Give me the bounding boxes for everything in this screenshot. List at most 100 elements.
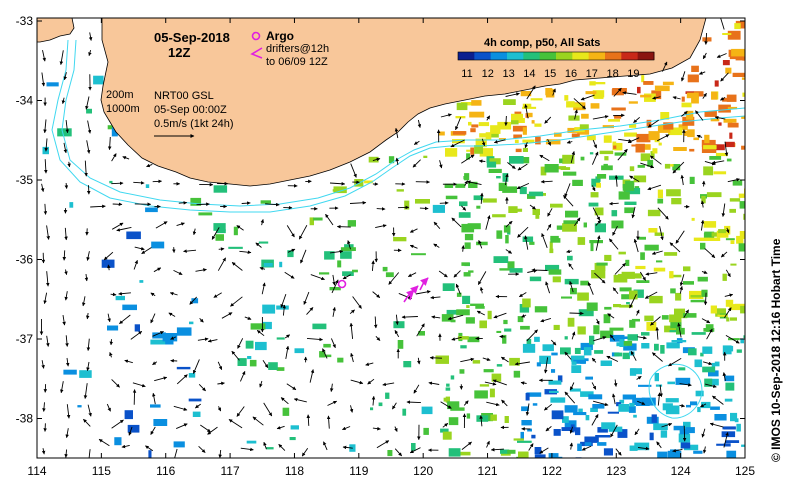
sst-pixel: [512, 125, 527, 132]
sst-pixel: [649, 432, 654, 441]
sst-pixel: [714, 80, 719, 87]
sst-pixel: [191, 298, 199, 304]
sst-pixel: [290, 425, 299, 430]
sst-pixel: [590, 103, 600, 109]
sst-pixel: [646, 119, 652, 128]
sst-pixel: [577, 326, 586, 335]
x-tick-label: 117: [221, 464, 240, 478]
sst-pixel: [730, 263, 737, 266]
current-vector: [107, 313, 111, 323]
sst-pixel: [691, 65, 699, 72]
x-tick-label: 116: [156, 464, 175, 478]
current-vector: [349, 309, 355, 315]
sst-pixel: [686, 404, 691, 408]
current-vector: [372, 291, 381, 298]
sst-pixel: [115, 295, 125, 301]
sst-pixel: [503, 99, 516, 105]
current-vector: [218, 449, 222, 458]
sst-pixel: [448, 417, 459, 426]
sst-pixel: [601, 165, 613, 171]
sst-pixel: [378, 402, 383, 407]
current-vector: [563, 195, 574, 207]
current-vector: [680, 71, 686, 82]
sst-pixel: [468, 121, 472, 126]
sst-pixel: [596, 262, 608, 266]
current-vector: [429, 356, 443, 360]
colorbar-tick-label: 12: [482, 68, 494, 80]
colorbar-tick-label: 16: [565, 68, 577, 80]
current-vector: [661, 422, 673, 428]
sst-pixel: [613, 304, 621, 308]
sst-pixel: [388, 156, 395, 164]
sst-pixel: [701, 401, 711, 409]
current-vector: [409, 228, 418, 233]
sst-pixel: [710, 406, 720, 410]
sst-pixel: [730, 240, 735, 244]
sst-pixel: [725, 238, 735, 241]
sst-pixel: [461, 262, 470, 266]
current-vector: [376, 440, 390, 449]
current-vector: [612, 287, 619, 294]
current-vector: [60, 381, 64, 394]
sst-pixel: [561, 427, 576, 431]
colorbar-swatch: [637, 52, 655, 60]
sst-pixel: [573, 359, 586, 364]
current-vector: [168, 312, 176, 317]
current-vector: [98, 438, 110, 447]
sst-pixel: [569, 388, 581, 392]
current-vector: [373, 316, 378, 329]
sst-pixel: [637, 164, 645, 168]
current-vector: [440, 401, 452, 409]
current-vector: [41, 448, 46, 455]
sst-pixel: [572, 179, 583, 186]
current-vector: [569, 442, 574, 450]
current-vector: [479, 415, 483, 427]
current-vector: [709, 422, 724, 428]
current-vector: [516, 182, 530, 190]
sst-pixel: [455, 183, 466, 188]
current-vector: [86, 251, 90, 261]
current-vector: [569, 280, 574, 293]
sst-pixel: [712, 144, 725, 151]
current-vector: [150, 292, 156, 297]
sst-pixel: [732, 180, 743, 186]
sst-pixel: [729, 208, 736, 213]
sst-pixel: [609, 334, 625, 342]
sst-pixel: [468, 181, 478, 188]
sst-pixel: [564, 95, 569, 101]
sst-pixel: [726, 317, 730, 322]
sst-pixel: [153, 419, 168, 426]
sst-pixel: [534, 123, 542, 127]
y-tick-label: -35: [16, 173, 34, 187]
sst-pixel: [459, 369, 465, 374]
sst-pixel: [609, 327, 624, 331]
current-vector: [680, 174, 685, 186]
current-vector: [189, 296, 198, 305]
sst-pixel: [511, 113, 523, 122]
sst-pixel: [250, 323, 266, 330]
current-vector: [672, 161, 685, 174]
current-vector: [543, 357, 549, 374]
current-vector: [349, 200, 367, 205]
current-vector: [546, 223, 552, 231]
sst-pixel: [479, 133, 490, 138]
sst-pixel: [722, 60, 730, 66]
colorbar-swatch: [572, 52, 590, 60]
current-vector: [647, 184, 662, 191]
current-vector: [286, 225, 295, 238]
sst-pixel: [493, 256, 509, 263]
sst-pixel: [653, 267, 666, 272]
product-name: NRT00 GSL: [154, 90, 214, 102]
sst-pixel: [691, 217, 695, 221]
current-vector: [65, 120, 70, 134]
sst-pixel: [490, 414, 497, 421]
sst-pixel: [237, 358, 247, 366]
x-tick-label: 119: [349, 464, 368, 478]
sst-pixel: [287, 250, 294, 258]
current-vector: [596, 318, 600, 325]
sst-pixel: [694, 359, 703, 368]
sst-pixel: [247, 356, 252, 360]
sst-pixel: [643, 81, 654, 85]
colorbar-swatch: [490, 52, 508, 60]
sst-pixel: [101, 259, 115, 268]
